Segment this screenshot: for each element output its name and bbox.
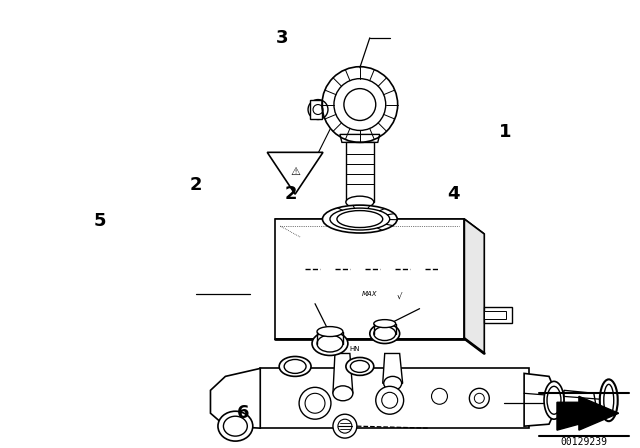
Polygon shape [557, 396, 619, 430]
Circle shape [308, 99, 328, 120]
Ellipse shape [547, 386, 561, 414]
Ellipse shape [346, 196, 374, 208]
Polygon shape [275, 219, 465, 339]
Polygon shape [333, 353, 353, 393]
Text: ⚠: ⚠ [290, 167, 300, 177]
Bar [484, 307, 512, 323]
Ellipse shape [374, 327, 396, 340]
Ellipse shape [544, 381, 564, 419]
Polygon shape [275, 219, 484, 234]
Polygon shape [211, 368, 260, 428]
Text: 4: 4 [447, 185, 460, 203]
Text: MAX: MAX [362, 291, 378, 297]
Text: 2: 2 [189, 176, 202, 194]
Ellipse shape [323, 205, 397, 233]
Circle shape [299, 388, 331, 419]
Ellipse shape [312, 332, 348, 355]
Text: 3: 3 [275, 29, 288, 47]
Polygon shape [383, 353, 403, 383]
Text: 6: 6 [237, 404, 250, 422]
Circle shape [469, 388, 489, 408]
Ellipse shape [350, 361, 369, 372]
Circle shape [333, 414, 357, 438]
Ellipse shape [346, 358, 374, 375]
Ellipse shape [317, 335, 343, 352]
Text: √: √ [397, 292, 403, 301]
Ellipse shape [218, 411, 253, 441]
Ellipse shape [317, 327, 343, 336]
Ellipse shape [223, 416, 247, 436]
Ellipse shape [370, 323, 399, 344]
Polygon shape [268, 152, 323, 194]
Ellipse shape [374, 319, 396, 327]
Ellipse shape [333, 386, 353, 401]
Text: 2: 2 [285, 185, 298, 203]
Ellipse shape [284, 359, 306, 373]
Text: 5: 5 [94, 212, 106, 230]
Ellipse shape [384, 376, 402, 390]
Bar [260, 368, 529, 428]
Ellipse shape [279, 357, 311, 376]
Ellipse shape [330, 208, 390, 230]
Polygon shape [524, 373, 554, 426]
Polygon shape [564, 390, 597, 412]
Circle shape [431, 388, 447, 404]
Ellipse shape [600, 379, 618, 421]
Text: 00129239: 00129239 [561, 437, 607, 447]
Bar [484, 310, 506, 319]
Ellipse shape [337, 211, 383, 228]
Polygon shape [310, 99, 322, 120]
Text: 1: 1 [499, 123, 511, 141]
Bar [346, 142, 374, 202]
Polygon shape [340, 134, 380, 142]
Circle shape [376, 386, 404, 414]
Polygon shape [465, 219, 484, 353]
Text: HN: HN [349, 345, 360, 352]
